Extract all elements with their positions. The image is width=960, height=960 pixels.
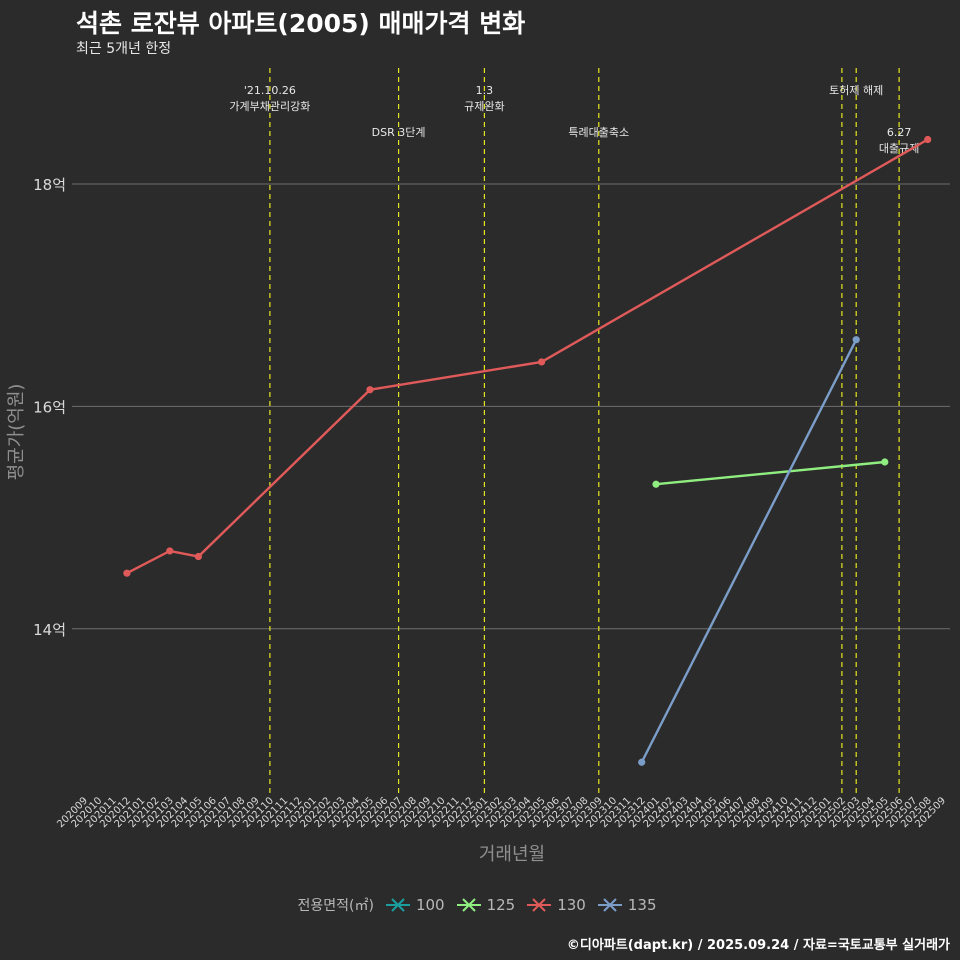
data-point bbox=[852, 336, 860, 344]
legend: 전용면적(㎡) 100 125 130 135 bbox=[0, 895, 960, 915]
event-label: '21.10.26 bbox=[244, 84, 296, 97]
x-axis-label: 거래년월 bbox=[479, 844, 545, 865]
data-point bbox=[924, 135, 932, 144]
legend-item-125: 125 bbox=[456, 895, 516, 915]
grid-lines bbox=[72, 183, 950, 630]
event-label: 규제완화 bbox=[464, 100, 504, 113]
event-label: 가계부채관리강화 bbox=[229, 100, 310, 113]
legend-title: 전용면적(㎡) bbox=[297, 898, 374, 914]
data-point bbox=[652, 480, 660, 488]
source-caption: ©디아파트(dapt.kr) / 2025.09.24 / 자료=국토교통부 실… bbox=[566, 938, 950, 953]
data-point bbox=[194, 552, 202, 561]
legend-key-icon bbox=[385, 898, 410, 912]
event-label: 6.27 bbox=[887, 126, 912, 139]
data-point bbox=[166, 547, 174, 555]
legend-label: 135 bbox=[627, 896, 657, 914]
legend-label: 130 bbox=[557, 896, 586, 914]
data-point bbox=[638, 758, 646, 766]
legend-item-130: 130 bbox=[527, 895, 586, 915]
legend-key-icon bbox=[597, 898, 622, 912]
event-label: 1.3 bbox=[476, 84, 494, 97]
event-label: 특례대출축소 bbox=[568, 126, 629, 139]
event-label: 토허제 해제 bbox=[829, 83, 883, 97]
event-label: 대출규제 bbox=[879, 142, 919, 155]
event-label: DSR 3단계 bbox=[372, 126, 426, 139]
data-point bbox=[123, 569, 131, 577]
legend-key-icon bbox=[527, 898, 552, 912]
legend-label: 125 bbox=[486, 896, 516, 914]
chart-title: 석촌 로잔뷰 아파트(2005) 매매가격 변화 bbox=[76, 9, 526, 38]
y-tick-label: 16억 bbox=[33, 398, 66, 416]
data-point bbox=[366, 386, 374, 394]
y-tick-label: 14억 bbox=[33, 621, 66, 639]
legend-item-100: 100 bbox=[385, 895, 445, 915]
series-line-125 bbox=[655, 460, 885, 486]
series-line-130 bbox=[126, 138, 929, 575]
series-line-135 bbox=[640, 339, 858, 763]
legend-item-135: 135 bbox=[597, 895, 657, 915]
chart-subtitle: 최근 5개년 한정 bbox=[76, 41, 172, 57]
x-tick-labels: 2020092020102020112020122021012021022021… bbox=[55, 795, 948, 830]
data-point bbox=[538, 358, 546, 366]
y-tick-labels: 14억 16억 18억 bbox=[33, 176, 66, 639]
series-lines bbox=[123, 135, 932, 766]
legend-label: 100 bbox=[415, 896, 445, 914]
y-axis-label: 평균가(억원) bbox=[6, 384, 27, 481]
y-tick-label: 18억 bbox=[33, 176, 66, 194]
legend-key-icon bbox=[456, 898, 481, 912]
data-point bbox=[881, 458, 889, 466]
